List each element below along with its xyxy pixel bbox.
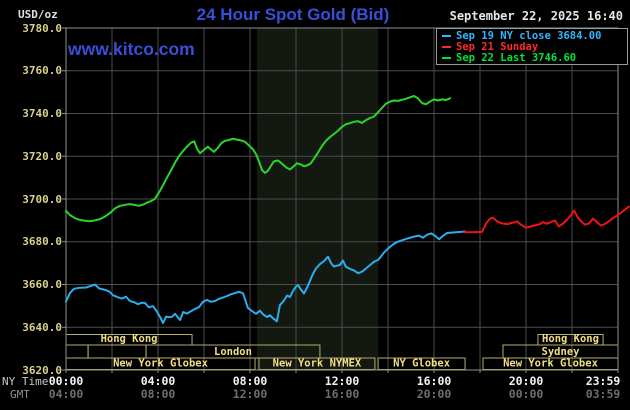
ny-time-axis-label: NY Time: [2, 375, 49, 388]
legend: Sep 19 NY close 3684.00 Sep 21 Sunday Sep …: [436, 28, 628, 65]
session-label: New York Globex: [113, 358, 209, 370]
legend-label: Sep 22 Last 3746.60: [456, 52, 577, 65]
session-box: [65, 344, 89, 359]
gmt-axis-label: GMT: [10, 388, 30, 401]
gmt-tick-label: 00:00: [508, 387, 544, 401]
series-sep-19-ny-close: [65, 230, 467, 324]
y-axis-tick-label: 3640.0: [22, 320, 62, 334]
ny-time-tick-label: 20:00: [508, 374, 544, 388]
legend-dash-icon: [442, 34, 451, 37]
legend-dash-icon: [442, 57, 451, 60]
session-label: Sydney: [542, 346, 581, 358]
legend-dash-icon: [442, 45, 451, 48]
legend-label: Sep 19 NY close 3684.00: [456, 29, 602, 42]
y-axis-tick-label: 3680.0: [22, 235, 62, 249]
unit-label: USD/oz: [18, 8, 58, 21]
gmt-tick-label: 12:00: [232, 387, 268, 401]
y-axis-tick-label: 3700.0: [22, 192, 62, 206]
datetime-label: September 22, 2025 16:40: [449, 9, 623, 23]
series-sep-21-sunday: [462, 205, 630, 234]
ny-time-tick-label: 08:00: [232, 374, 268, 388]
session-label: Hong Kong: [542, 333, 599, 345]
ny-time-tick-label: 12:00: [324, 374, 360, 388]
ny-time-tick-label: 00:00: [48, 374, 84, 388]
y-axis-tick-label: 3740.0: [22, 107, 62, 120]
session-box: [87, 344, 147, 359]
gmt-tick-label: 08:00: [140, 387, 176, 401]
legend-entry: Sep 21 Sunday: [437, 40, 627, 53]
legend-label: Sep 21 Sunday: [456, 40, 539, 53]
series-sep-22-last: [65, 95, 452, 223]
gmt-tick-label: 04:00: [48, 387, 84, 401]
legend-entry: Sep 22 Last 3746.60: [437, 52, 627, 65]
y-axis-tick-label: 3780.0: [22, 21, 62, 35]
session-label: London: [214, 346, 252, 358]
y-axis-tick-label: 3720.0: [22, 149, 62, 163]
gmt-tick-label: 03:59: [585, 387, 621, 401]
session-label: NY Globex: [393, 358, 451, 370]
legend-entry: Sep 19 NY close 3684.00: [437, 29, 627, 42]
ny-time-tick-label: 16:00: [416, 374, 452, 388]
kitco-watermark-link[interactable]: www.kitco.com: [68, 39, 195, 59]
session-label: New York Globex: [503, 358, 599, 370]
session-label: Hong Kong: [101, 333, 158, 345]
y-axis-tick-label: 3660.0: [22, 278, 62, 291]
ny-time-tick-label: 04:00: [140, 374, 176, 388]
page-title: 24 Hour Spot Gold (Bid): [196, 5, 390, 24]
y-axis-tick-label: 3620.0: [22, 363, 62, 377]
session-label: New York NYMEX: [273, 358, 362, 370]
gmt-tick-label: 16:00: [324, 387, 360, 401]
ny-time-tick-label: 23:59: [585, 374, 621, 388]
y-axis-tick-label: 3760.0: [22, 64, 62, 78]
gmt-tick-label: 20:00: [416, 387, 452, 401]
